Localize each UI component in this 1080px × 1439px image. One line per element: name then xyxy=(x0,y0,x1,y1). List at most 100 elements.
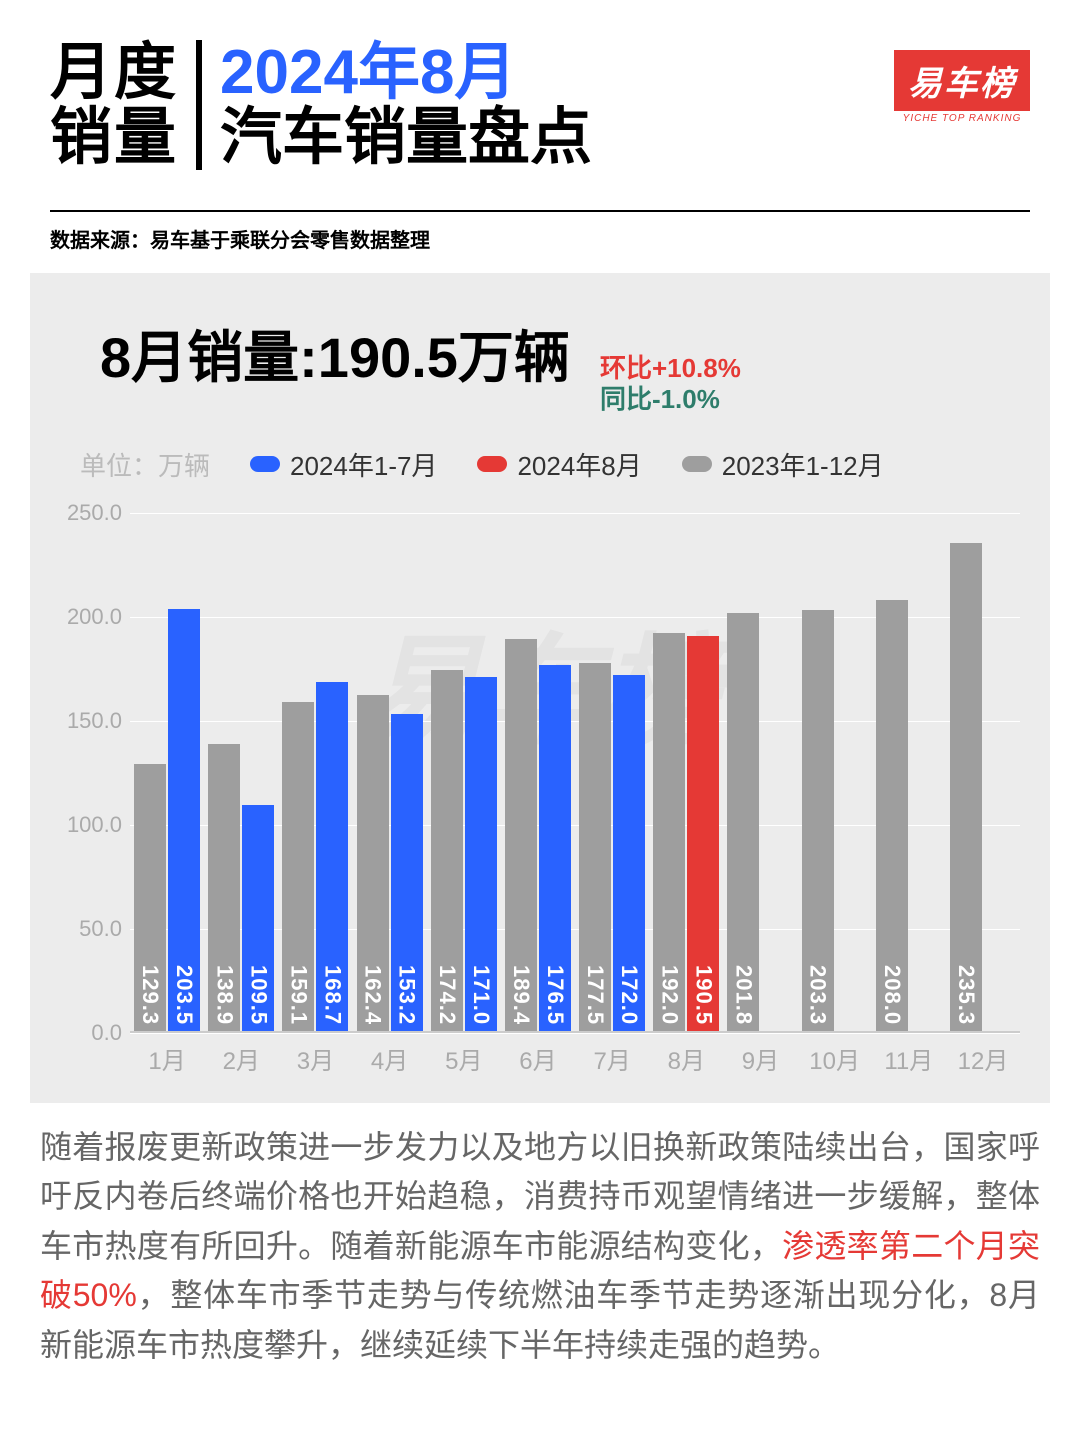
header-titles: 2024年8月 汽车销量盘点 xyxy=(220,40,592,170)
summary-stats: 环比+10.8% 同比-1.0% xyxy=(600,353,741,415)
legend: 单位：万辆 2024年1-7月 2024年8月 2023年1-12月 xyxy=(50,446,1030,513)
bar-label: 176.5 xyxy=(542,965,568,1025)
bar-label: 172.0 xyxy=(616,965,642,1025)
bar-label: 153.2 xyxy=(394,965,420,1025)
month-group: 159.1168.7 xyxy=(278,513,352,1033)
y-tick: 50.0 xyxy=(79,916,122,942)
bar: 168.7 xyxy=(316,682,348,1033)
stat-mom: 环比+10.8% xyxy=(600,353,741,384)
bar-label: 190.5 xyxy=(690,965,716,1025)
month-group: 162.4 153.2 xyxy=(353,513,427,1033)
x-axis: 1月2月3月4月5月6月7月8月9月10月11月12月 xyxy=(130,1033,1020,1073)
y-tick: 100.0 xyxy=(67,812,122,838)
x-label: 6月 xyxy=(501,1033,575,1073)
logo-text: 易车榜 xyxy=(894,50,1030,111)
logo: 易车榜 YICHE TOP RANKING xyxy=(894,50,1030,124)
month-group: 174.2 171.0 xyxy=(427,513,501,1033)
header-left: 月度 销量 2024年8月 汽车销量盘点 xyxy=(50,40,592,170)
bar: 201.8 xyxy=(727,613,759,1033)
bar-label: 171.0 xyxy=(468,965,494,1025)
month-group: 129.3 203.5 xyxy=(130,513,204,1033)
bar: 190.5 xyxy=(687,636,719,1032)
y-tick: 200.0 xyxy=(67,604,122,630)
source-line: 数据来源：易车基于乘联分会零售数据整理 xyxy=(50,210,1030,253)
summary-title: 8月销量:190.5万辆 xyxy=(100,313,570,394)
legend-item: 2024年8月 xyxy=(477,446,641,483)
bar-label: 129.3 xyxy=(137,965,163,1025)
month-group: 192.0 190.5 xyxy=(649,513,723,1033)
x-label: 10月 xyxy=(798,1033,872,1073)
bar-label: 162.4 xyxy=(360,965,386,1025)
bar: 177.5 xyxy=(579,663,611,1032)
bar-label: 203.5 xyxy=(171,965,197,1025)
prefix-line2: 销量 xyxy=(50,105,178,170)
bar: 171.0 xyxy=(465,677,497,1033)
bar: 153.2 xyxy=(391,714,423,1033)
plot: 易车榜 0.050.0100.0150.0200.0250.0 129.3203… xyxy=(60,513,1020,1073)
bar-label: 201.8 xyxy=(730,965,756,1025)
bar-label: 192.0 xyxy=(656,965,682,1025)
bar: 176.5 xyxy=(539,665,571,1032)
legend-unit: 单位：万辆 xyxy=(80,446,210,483)
y-tick: 150.0 xyxy=(67,708,122,734)
summary: 8月销量:190.5万辆 环比+10.8% 同比-1.0% xyxy=(50,313,1030,415)
bar-label: 208.0 xyxy=(879,965,905,1025)
bar-label: 109.5 xyxy=(245,965,271,1025)
bar: 203.3 xyxy=(802,610,834,1033)
bar-label: 203.3 xyxy=(805,965,831,1025)
legend-label: 2024年1-7月 xyxy=(290,446,437,483)
x-label: 5月 xyxy=(427,1033,501,1073)
month-group: 138.9 109.5 xyxy=(204,513,278,1033)
header-prefix: 月度 销量 xyxy=(50,40,178,170)
bar: 129.3 xyxy=(134,764,166,1033)
bar: 159.1 xyxy=(282,702,314,1033)
chart-area: 8月销量:190.5万辆 环比+10.8% 同比-1.0% 单位：万辆 2024… xyxy=(30,273,1050,1102)
month-group: 208.0 xyxy=(872,513,946,1033)
bar: 174.2 xyxy=(431,670,463,1032)
x-label: 3月 xyxy=(278,1033,352,1073)
month-group: 177.5 172.0 xyxy=(575,513,649,1033)
x-label: 4月 xyxy=(353,1033,427,1073)
x-label: 1月 xyxy=(130,1033,204,1073)
month-group: 235.3 xyxy=(946,513,1020,1033)
bar: 189.4 xyxy=(505,639,537,1033)
legend-label: 2024年8月 xyxy=(517,446,641,483)
bar: 192.0 xyxy=(653,633,685,1032)
month-group: 189.4176.5 xyxy=(501,513,575,1033)
bar-label: 138.9 xyxy=(211,965,237,1025)
bar: 109.5 xyxy=(242,805,274,1033)
bar: 203.5 xyxy=(168,609,200,1032)
bar-label: 235.3 xyxy=(953,965,979,1025)
y-axis: 0.050.0100.0150.0200.0250.0 xyxy=(60,513,130,1033)
y-tick: 250.0 xyxy=(67,500,122,526)
x-label: 11月 xyxy=(872,1033,946,1073)
month-group: 201.8 xyxy=(723,513,797,1033)
header-divider xyxy=(196,40,202,170)
header-date: 2024年8月 xyxy=(220,40,592,105)
legend-dot xyxy=(682,456,712,472)
logo-subtext: YICHE TOP RANKING xyxy=(894,113,1030,124)
bar-label: 174.2 xyxy=(434,965,460,1025)
bar-label: 159.1 xyxy=(285,965,311,1025)
bar: 138.9 xyxy=(208,744,240,1033)
x-label: 8月 xyxy=(649,1033,723,1073)
legend-label: 2023年1-12月 xyxy=(722,446,884,483)
stat-yoy: 同比-1.0% xyxy=(600,384,741,415)
month-group: 203.3 xyxy=(798,513,872,1033)
analysis-text: 随着报废更新政策进一步发力以及地方以旧换新政策陆续出台，国家呼吁反内卷后终端价格… xyxy=(40,1123,1040,1371)
source-label: 数据来源： xyxy=(50,230,150,252)
prefix-line1: 月度 xyxy=(50,40,178,105)
source-text: 易车基于乘联分会零售数据整理 xyxy=(150,230,430,252)
header-subtitle: 汽车销量盘点 xyxy=(220,105,592,170)
x-label: 2月 xyxy=(204,1033,278,1073)
y-tick: 0.0 xyxy=(91,1020,122,1046)
header: 月度 销量 2024年8月 汽车销量盘点 易车榜 YICHE TOP RANKI… xyxy=(0,0,1080,190)
legend-dot xyxy=(477,456,507,472)
analysis-post: ，整体车市季节走势与传统燃油车季节走势逐渐出现分化，8月新能源车市热度攀升，继续… xyxy=(40,1277,1040,1363)
legend-dot xyxy=(250,456,280,472)
bar-label: 177.5 xyxy=(582,965,608,1025)
legend-item: 2024年1-7月 xyxy=(250,446,437,483)
bar: 172.0 xyxy=(613,675,645,1033)
bars-container: 129.3 203.5 138.9 109.5 159.1168.7 162.4 153.2… xyxy=(130,513,1020,1033)
bar: 235.3 xyxy=(950,543,982,1032)
